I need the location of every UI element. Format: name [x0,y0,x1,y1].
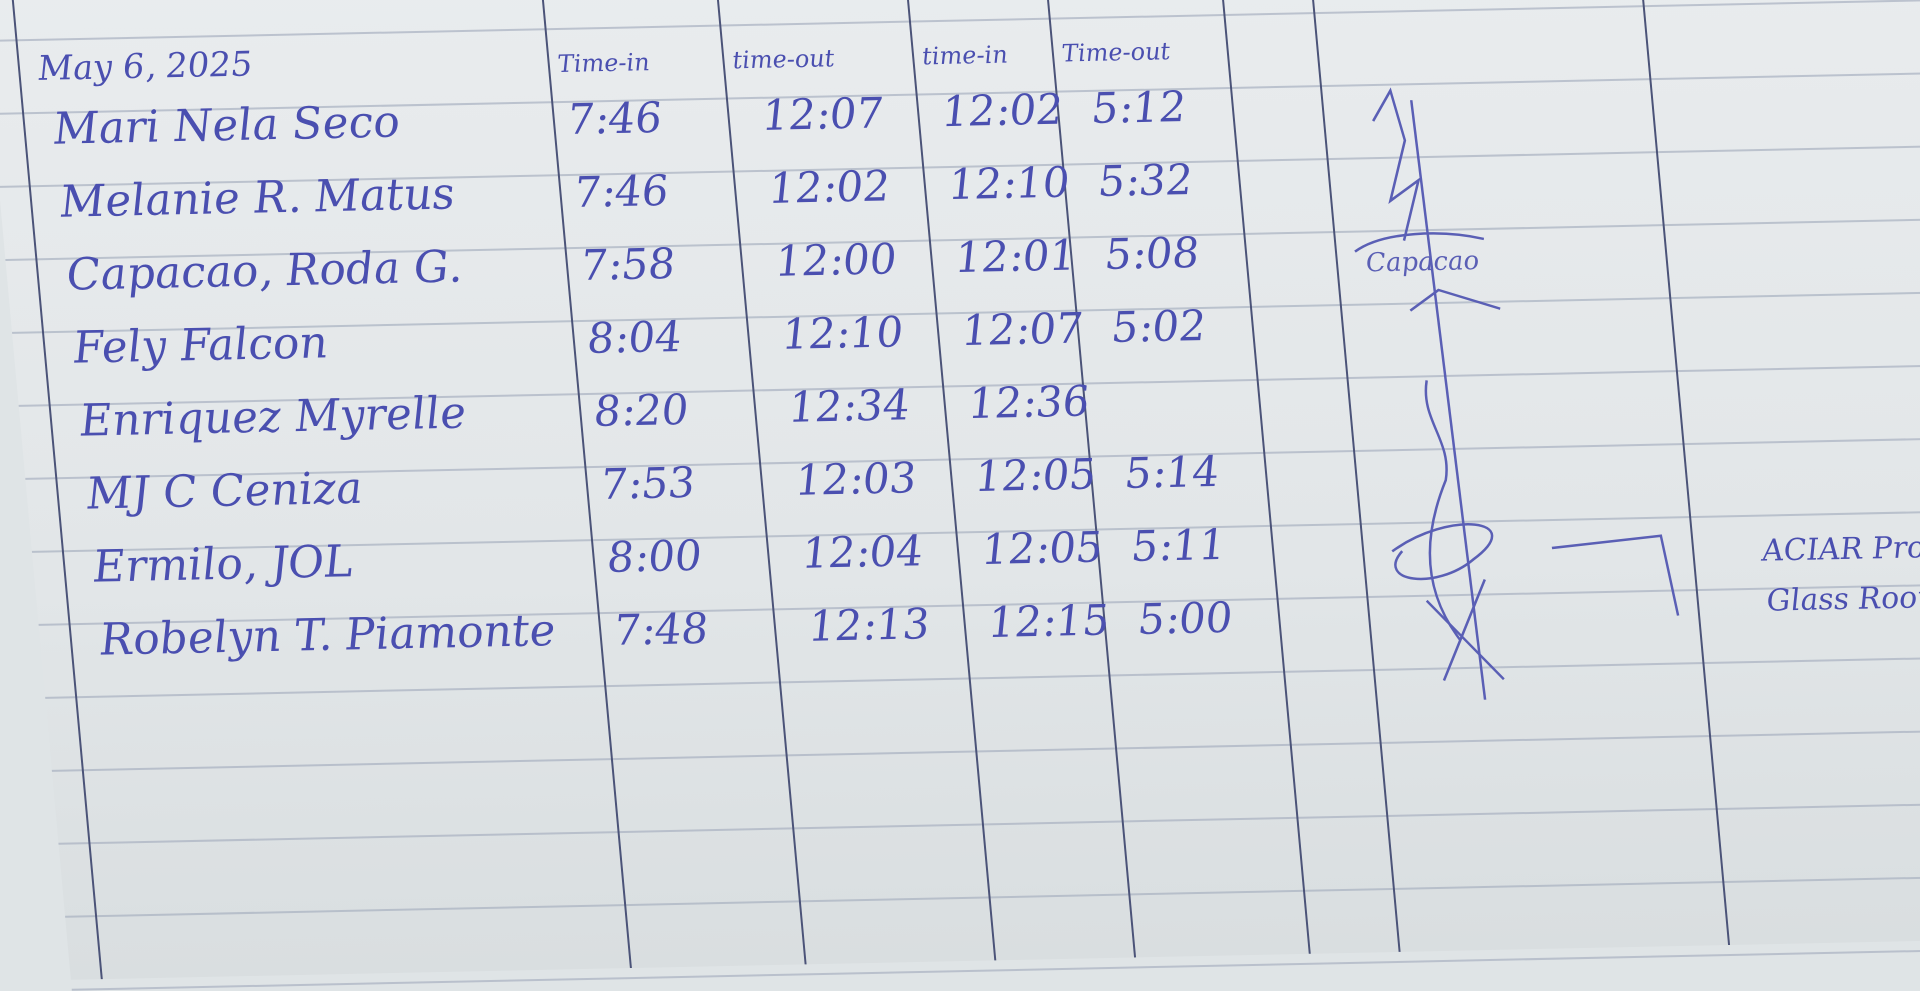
time-out-pm: 5:00 [1136,592,1235,644]
time-in-am: 7:46 [565,92,665,144]
header-time-in-pm: time-in [920,40,1009,71]
attendee-name: Melanie R. Matus [57,168,457,228]
attendee-name: Robelyn T. Piamonte [97,605,558,666]
time-out-am: 12:00 [773,234,899,286]
time-in-am: 7:48 [611,603,711,655]
remark-line-1: ACIAR Proje [1760,529,1920,569]
time-out-am: 12:34 [786,380,913,432]
time-in-am: 8:20 [592,384,691,436]
time-out-am: 12:03 [793,453,919,505]
remark-line-2: Glass Room. [1765,579,1920,619]
time-out-pm: 5:02 [1109,300,1209,352]
time-out-am: 12:07 [760,88,886,140]
time-in-am: 7:53 [598,457,698,509]
time-in-pm: 12:05 [973,449,1099,501]
ruled-line [65,874,1920,918]
column-divider [713,0,807,965]
time-in-am: 8:00 [605,530,704,582]
time-out-am: 12:02 [766,161,893,213]
attendee-name: Enriquez Myrelle [77,387,469,447]
time-in-pm: 12:07 [959,303,1086,356]
time-out-pm: 5:14 [1122,446,1222,498]
attendee-name: Capacao, Roda G. [64,241,464,301]
log-date: May 6, 2025 [36,44,255,89]
time-in-am: 7:46 [572,165,671,217]
signatures-icon: Capacao [1354,87,1680,702]
attendee-name: Mari Nela Seco [51,96,402,155]
time-in-am: 7:58 [578,238,678,290]
signature-text: Capacao [1365,246,1481,278]
time-in-pm: 12:10 [946,157,1072,210]
time-out-am: 12:04 [800,526,926,578]
time-in-pm: 12:02 [939,84,1066,137]
ruled-line [0,0,1920,42]
time-out-pm: 5:11 [1129,519,1229,571]
time-in-am: 8:04 [585,311,685,363]
column-divider [1217,0,1311,954]
ruled-line [58,801,1920,845]
header-time-out-am: time-out [731,44,836,75]
time-out-am: 12:13 [806,599,932,651]
time-out-pm: 5:12 [1089,81,1189,133]
attendee-name: Fely Falcon [71,317,330,374]
time-in-pm: 12:36 [966,376,1092,429]
header-time-in-am: Time-in [556,48,651,79]
time-in-pm: 12:01 [953,230,1079,283]
attendee-name: MJ C Ceniza [84,462,365,520]
time-out-am: 12:10 [780,307,906,359]
ruled-line [51,728,1920,772]
header-time-out-pm: Time-out [1060,37,1172,68]
ruled-line [71,947,1920,991]
attendee-name: Ermilo, JOL [91,536,356,593]
time-in-pm: 12:05 [979,522,1106,574]
time-out-pm: 5:08 [1102,227,1202,279]
time-out-pm: 5:32 [1096,154,1195,206]
time-in-pm: 12:15 [986,595,1112,647]
